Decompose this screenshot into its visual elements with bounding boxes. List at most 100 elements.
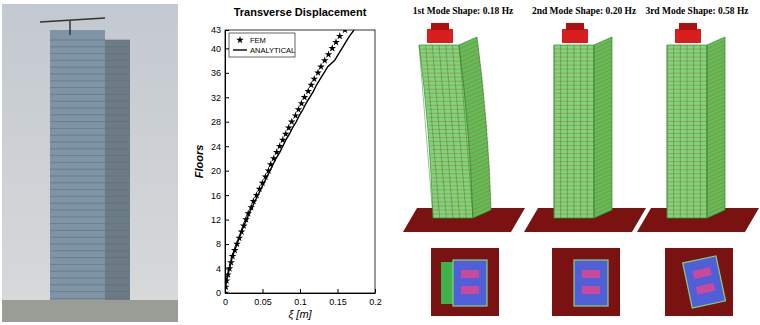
series-point <box>336 32 344 39</box>
tower-floor <box>707 182 725 190</box>
tower-column <box>680 45 681 218</box>
tower-floor <box>470 126 488 134</box>
tower-floor <box>594 57 612 65</box>
series-point <box>310 75 318 82</box>
tower-floor <box>594 89 612 97</box>
tower-floor <box>594 101 612 109</box>
tower-floor <box>707 49 725 57</box>
photo-floor <box>50 121 130 122</box>
tower-floor <box>462 57 480 65</box>
photo-floor <box>50 60 130 61</box>
y-tick-label: 24 <box>211 142 221 152</box>
photo-floor <box>50 162 130 163</box>
tower-column <box>693 45 694 218</box>
tower-floor <box>707 162 725 170</box>
tower-floor <box>707 117 725 125</box>
y-tick-mark <box>225 146 229 147</box>
y-tick-label: 20 <box>211 166 221 176</box>
y-tick-label: 8 <box>216 239 221 249</box>
plan-core <box>461 270 479 278</box>
tower-floor <box>707 202 725 210</box>
tower-floor <box>594 117 612 125</box>
tower-floor <box>465 81 483 89</box>
tower-floor <box>473 182 491 190</box>
series-point <box>317 63 325 70</box>
tower-floor <box>594 186 612 194</box>
tower-floor <box>470 134 488 142</box>
tower-floor <box>431 145 471 146</box>
tower-floor <box>424 77 464 78</box>
plan-core <box>693 267 712 279</box>
tower-floor <box>707 113 725 121</box>
mode-shape <box>637 23 759 316</box>
tower-column <box>567 45 568 218</box>
tower-floor <box>707 97 725 105</box>
y-tick-mark <box>225 122 229 123</box>
photo-floor <box>50 189 130 190</box>
tower-column <box>587 45 588 218</box>
photo-floor <box>50 155 130 156</box>
tower-floor <box>466 89 484 97</box>
tower-floor <box>594 150 612 158</box>
y-tick: 4 <box>216 264 229 274</box>
tower-floor <box>707 77 725 85</box>
tower-floor <box>707 206 725 214</box>
photo-floor <box>50 101 130 102</box>
tower-floor <box>707 154 725 162</box>
mode-title: 1st Mode Shape: 0.18 Hz <box>413 6 514 16</box>
tower-floor <box>594 41 612 49</box>
tower-floor <box>707 81 725 89</box>
x-axis: 00.050.10.150.2 <box>223 289 382 307</box>
tower-floor <box>431 153 471 154</box>
tower-column <box>667 45 668 218</box>
tower-floor <box>707 190 725 198</box>
tower-floor <box>707 93 725 101</box>
series-point <box>307 81 315 88</box>
photo-floor <box>50 291 130 292</box>
tower-floor <box>594 109 612 117</box>
tower-floor <box>468 109 486 117</box>
x-axis-title: ξ [m] <box>288 308 312 321</box>
tower-floor <box>472 162 490 170</box>
x-tick-label: 0.2 <box>369 297 382 307</box>
plan-core <box>582 286 600 294</box>
tower-floor <box>473 206 491 214</box>
legend-label: FEM <box>250 36 266 45</box>
x-tick-label: 0.1 <box>294 297 307 307</box>
tower-floor <box>594 73 612 81</box>
photo-floor <box>50 176 130 177</box>
tower-floor <box>432 161 472 162</box>
plan <box>441 260 487 306</box>
tower-floor <box>460 45 478 53</box>
plan-core <box>582 270 600 278</box>
tower-floor <box>466 85 484 93</box>
tower-floor <box>594 170 612 178</box>
y-tick: 12 <box>211 215 229 225</box>
tower-floor <box>423 73 463 74</box>
mode-title: 2nd Mode Shape: 0.20 Hz <box>532 6 637 16</box>
tower-roof-top <box>431 23 449 30</box>
y-tick-mark <box>225 220 229 221</box>
tower-floor <box>594 130 612 138</box>
tower-floor <box>594 69 612 77</box>
tower-floor <box>431 149 471 150</box>
tower-floor <box>594 126 612 134</box>
tower-floor <box>428 117 468 118</box>
tower-floor <box>471 150 489 158</box>
tower-floor <box>594 198 612 206</box>
tower-floor <box>594 206 612 214</box>
tower-floor <box>707 73 725 81</box>
tower-floor <box>432 181 472 182</box>
tower-floor <box>425 85 465 86</box>
tower-column <box>700 45 701 218</box>
x-tick-label: 0 <box>223 297 228 307</box>
tower-floor <box>473 194 491 202</box>
photo-floor <box>50 284 130 285</box>
y-tick: 0 <box>216 288 229 298</box>
y-tick-mark <box>225 244 229 245</box>
photo-floor <box>50 94 130 95</box>
photo-floor <box>50 87 130 88</box>
tower-floor <box>467 101 485 109</box>
tower-floor <box>707 61 725 69</box>
tower-floor <box>429 129 469 130</box>
